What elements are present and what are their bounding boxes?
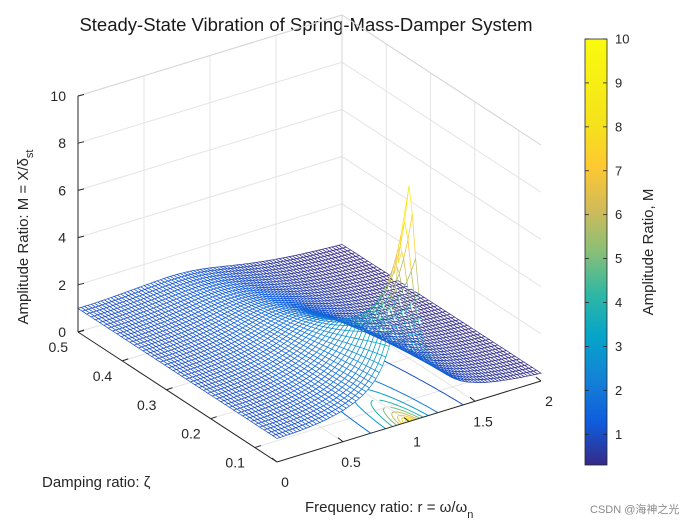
grid-line-z — [341, 108, 542, 240]
z-tick-mark — [77, 141, 85, 144]
z-tick-mark — [77, 188, 85, 191]
x-tick-label: 0 — [281, 474, 289, 490]
y-tick-label: 0.5 — [49, 339, 69, 355]
colorbar-label: Amplitude Ratio, M — [640, 189, 657, 316]
x-axis-ticks: 0 0.5 1 1.5 2 — [271, 376, 553, 490]
contour-line — [383, 406, 420, 426]
x-tick-label: 0.5 — [341, 454, 361, 470]
z-tick-mark — [77, 94, 85, 97]
colorbar-tick-label: 5 — [615, 251, 622, 266]
colorbar-tick-label: 6 — [615, 207, 622, 222]
z-axis-label-main: Amplitude Ratio: M = X/δ — [15, 158, 32, 324]
z-tick-label: 0 — [58, 324, 66, 340]
y-tick-mark — [166, 387, 173, 391]
x-tick-label: 1 — [413, 434, 421, 450]
z-tick-label: 4 — [58, 230, 66, 246]
mesh-cell — [532, 369, 542, 375]
y-axis-line — [77, 331, 278, 463]
watermark: CSDN @海神之光 — [590, 502, 679, 516]
colorbar — [584, 38, 608, 466]
contour-line — [391, 411, 418, 425]
x-axis-label-main: Frequency ratio: r = ω/ω — [305, 499, 468, 516]
z-tick-mark — [77, 282, 85, 286]
y-tick-mark — [122, 358, 129, 362]
z-tick-label: 8 — [58, 135, 66, 151]
y-tick-label: 0.4 — [93, 368, 113, 384]
y-tick-mark — [77, 329, 85, 333]
grid-line-z — [341, 156, 542, 288]
contour-line — [370, 399, 424, 427]
colorbar-tick-label: 9 — [615, 75, 622, 90]
z-axis-label: Amplitude Ratio: M = X/δst — [15, 150, 36, 325]
grid-line-z — [341, 61, 542, 193]
colorbar-tick-label: 7 — [615, 163, 622, 178]
colorbar-tick-label: 8 — [615, 119, 622, 134]
colorbar-tick-label: 2 — [615, 383, 622, 398]
y-axis-ticks: 0.1 0.2 0.3 0.4 0.5 — [49, 329, 262, 471]
y-tick-label: 0.3 — [137, 397, 157, 413]
x-axis-label: Frequency ratio: r = ω/ωn — [305, 499, 473, 521]
y-tick-label: 0.2 — [181, 426, 201, 442]
grid-line-z — [341, 203, 542, 335]
mesh-surface — [77, 185, 542, 439]
z-tick-label: 6 — [58, 182, 66, 198]
colorbar-ticks: 1 2 3 4 5 6 7 8 9 10 — [585, 32, 629, 442]
x-tick-mark — [469, 396, 476, 402]
z-axis-ticks: 0 2 4 6 8 10 — [50, 88, 85, 340]
contour-line — [397, 414, 416, 425]
y-tick-mark — [210, 416, 217, 420]
y-axis-label: Damping ratio: ζ — [42, 474, 151, 491]
colorbar-tick-label: 3 — [615, 339, 622, 354]
y-tick-mark — [254, 445, 262, 449]
chart-title: Steady-State Vibration of Spring-Mass-Da… — [79, 14, 532, 35]
box-edge — [341, 14, 542, 146]
x-axis-label-subscript: n — [467, 509, 473, 521]
colorbar-tick-label: 10 — [615, 32, 629, 47]
x-tick-mark — [535, 376, 542, 382]
x-tick-label: 2 — [545, 393, 553, 409]
x-tick-mark — [337, 437, 344, 443]
colorbar-tick-label: 1 — [615, 427, 622, 442]
z-axis-label-subscript: st — [24, 150, 36, 159]
y-tick-label: 0.1 — [225, 455, 245, 471]
colorbar-tick-label: 4 — [615, 295, 622, 310]
x-tick-mark — [403, 417, 410, 422]
z-tick-label: 10 — [50, 88, 66, 104]
box-edge — [77, 14, 343, 97]
x-tick-label: 1.5 — [473, 413, 493, 429]
z-tick-label: 2 — [58, 277, 66, 293]
x-tick-mark — [271, 457, 278, 463]
z-tick-mark — [77, 235, 85, 239]
